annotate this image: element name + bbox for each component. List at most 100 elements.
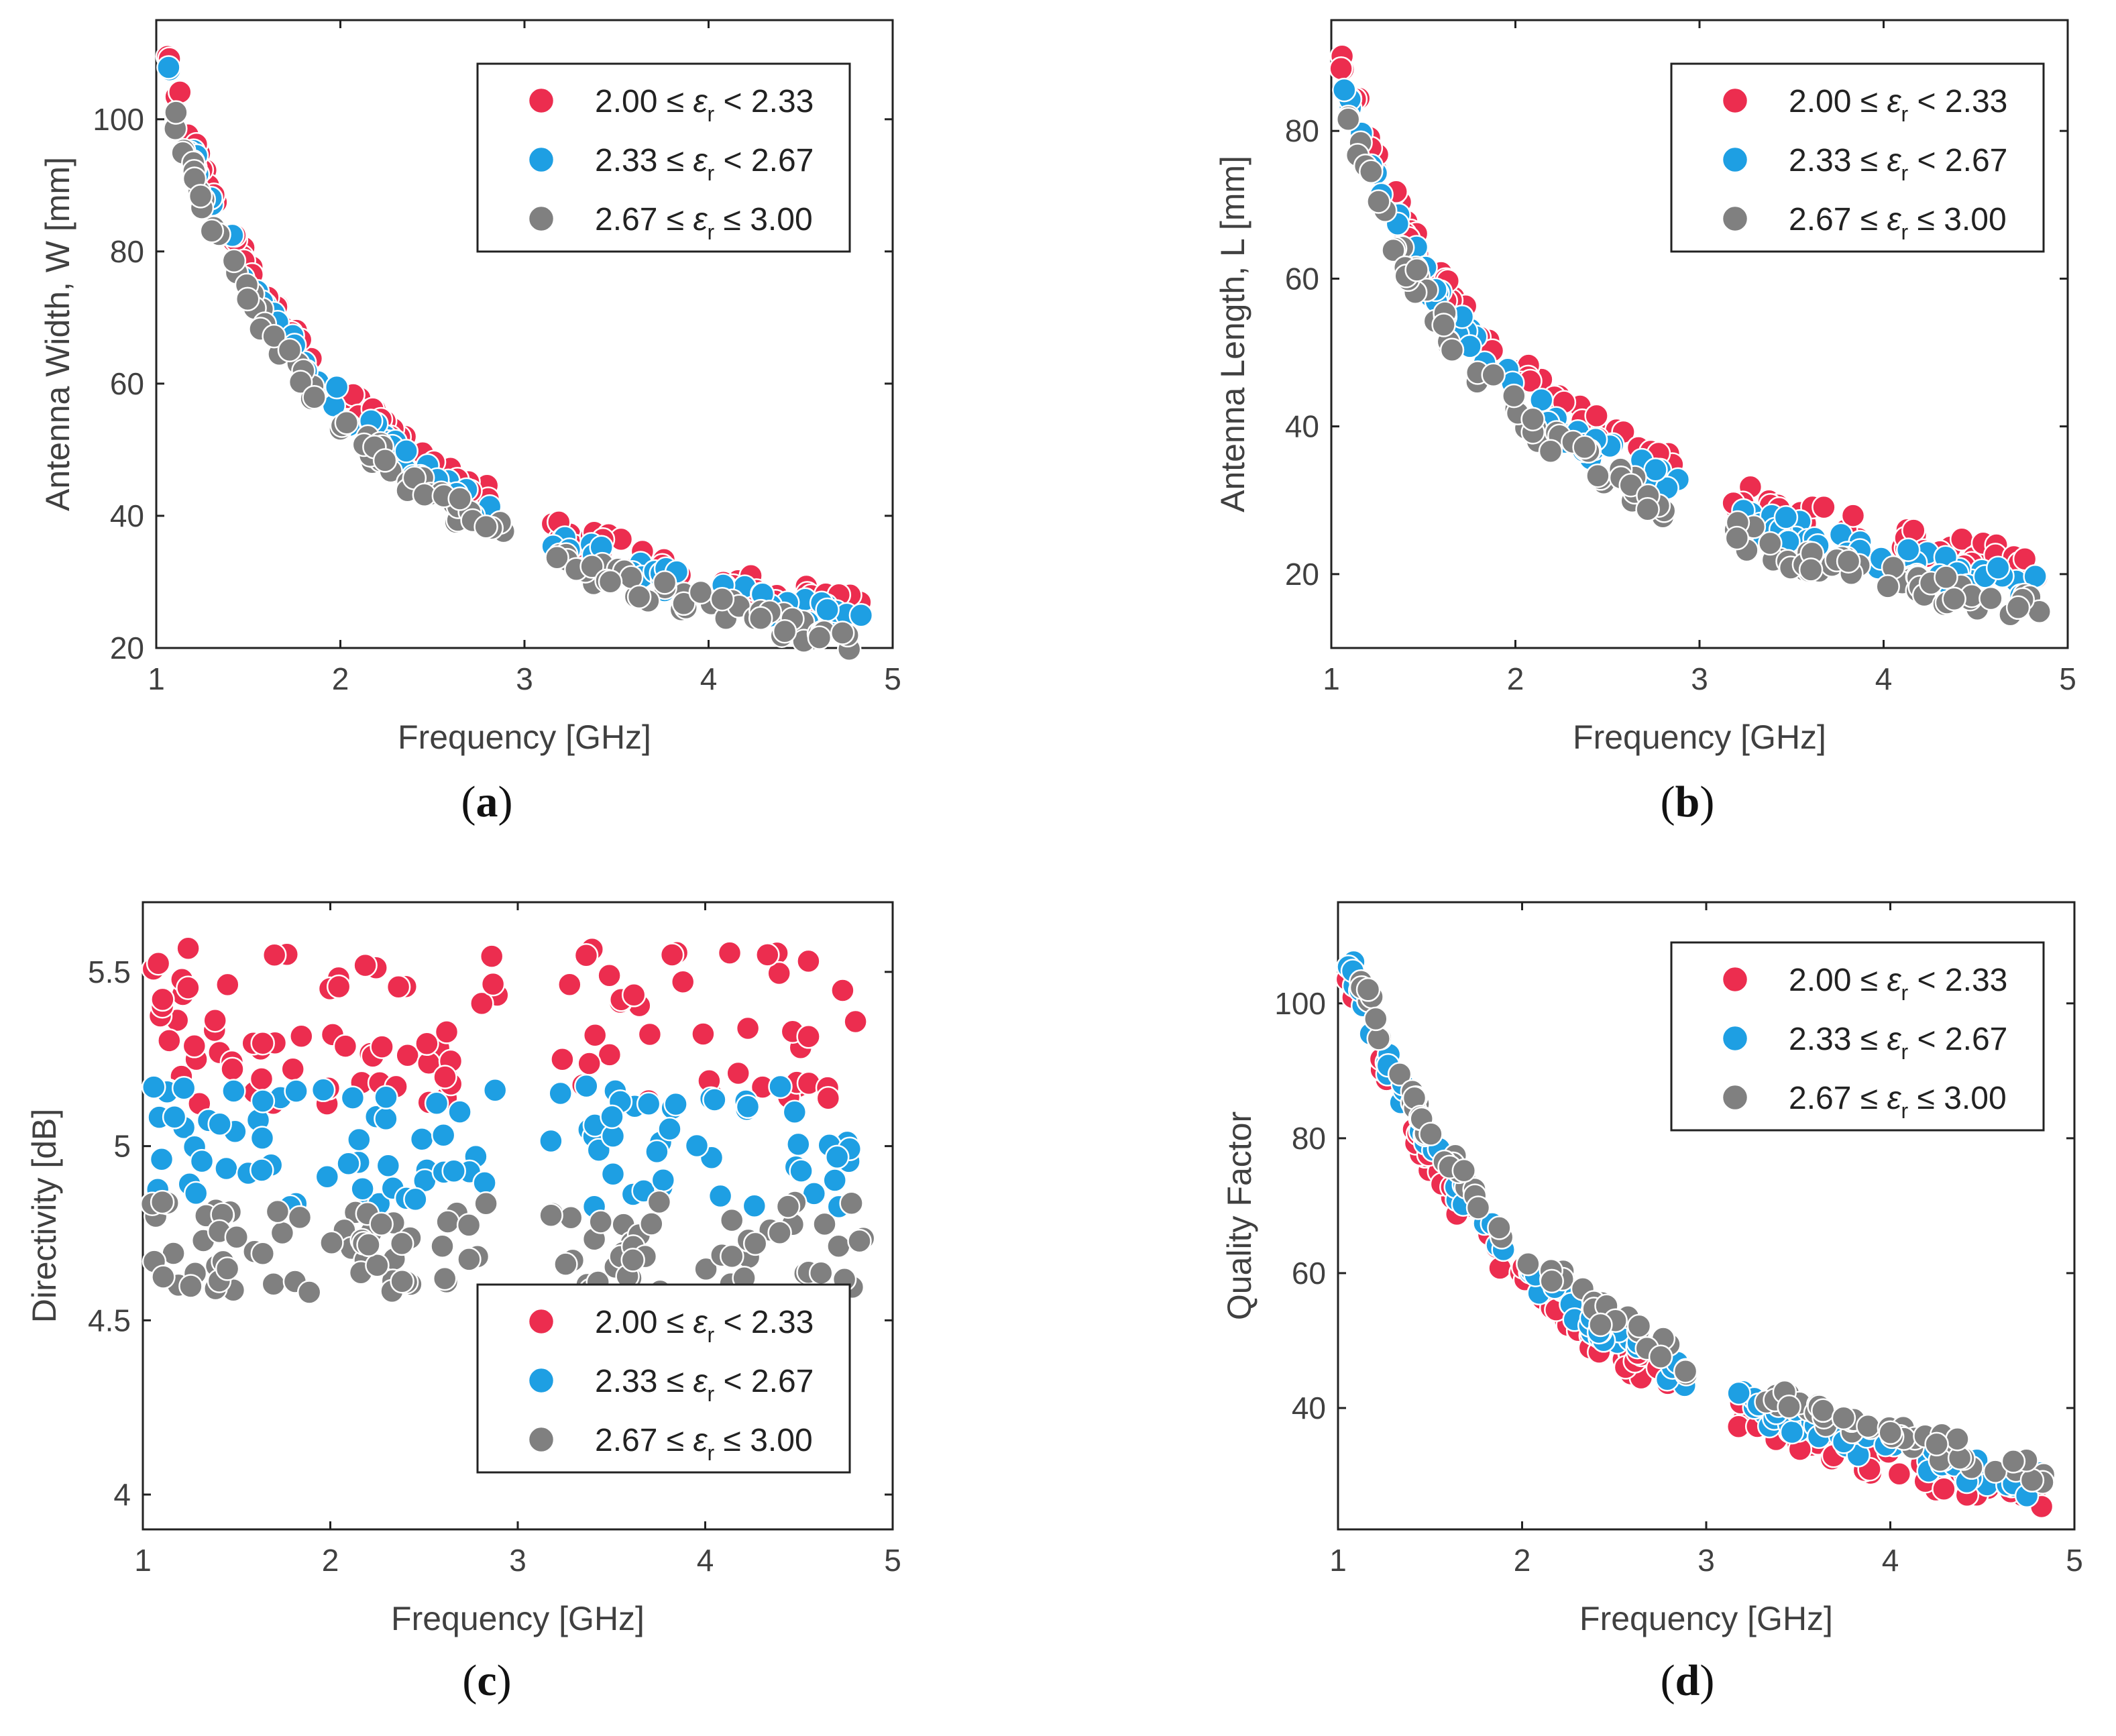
point-group3 [474, 514, 498, 539]
legend-marker-group2 [527, 146, 555, 174]
legend-label: 2.33 ≤ εr < 2.67 [1789, 143, 2007, 185]
legend-lo: 2.00 [595, 1305, 667, 1340]
legend-marker-group1 [1721, 87, 1749, 115]
legend-marker-group2 [1721, 1024, 1749, 1052]
point-group2 [315, 1164, 340, 1189]
y-axis-label: Quality Factor [1221, 1111, 1258, 1320]
point-group2 [742, 1193, 767, 1219]
x-tick-label: 2 [322, 1543, 339, 1578]
point-group2 [374, 1085, 398, 1110]
point-group3 [748, 606, 773, 631]
point-group1 [386, 974, 411, 999]
point-group3 [474, 1191, 498, 1216]
point-group2 [1895, 537, 1921, 562]
y-tick-label: 80 [1285, 113, 1319, 148]
legend-op1: ≤ [667, 1423, 693, 1458]
point-group3 [1572, 435, 1597, 460]
point-group3 [1538, 439, 1563, 464]
point-group3 [1404, 258, 1429, 282]
point-group3 [626, 584, 652, 610]
point-group2 [848, 602, 874, 628]
point-group3 [1539, 1268, 1564, 1294]
point-group3 [2019, 1468, 2045, 1493]
point-group3 [390, 1268, 414, 1294]
legend: 2.00 ≤ εr < 2.332.33 ≤ εr < 2.672.67 ≤ ε… [1670, 941, 2045, 1132]
point-group2 [183, 1181, 209, 1206]
legend-lo: 2.33 [595, 143, 667, 178]
point-group3 [261, 1271, 286, 1297]
point-group3 [1924, 1431, 1949, 1457]
point-group2 [336, 1151, 361, 1177]
y-tick-label: 5 [113, 1129, 131, 1164]
x-tick-label: 2 [1514, 1543, 1531, 1578]
legend-sub: r [1901, 161, 1909, 185]
x-axis-label: Frequency [GHz] [391, 1600, 645, 1637]
legend-op1: ≤ [1860, 202, 1887, 237]
point-group3 [1934, 565, 1958, 590]
legend-op2: ≤ [714, 202, 750, 237]
point-group3 [265, 1199, 290, 1224]
data-points [1335, 949, 2057, 1519]
x-tick-label: 4 [1875, 661, 1893, 696]
point-group3 [742, 1231, 768, 1256]
point-group2 [431, 1122, 456, 1148]
legend: 2.00 ≤ εr < 2.33 2.33 ≤ εr < 2.67 2.67 ≤ ε… [1670, 62, 2045, 253]
point-group3 [277, 337, 302, 363]
point-group3 [1335, 107, 1361, 131]
legend-label: 2.00 ≤ εr < 2.33 [1789, 963, 2007, 1005]
point-group3 [839, 1191, 864, 1216]
chart-a: 1 2 3 4 5 20 40 60 80 100 Frequency [GHz] Antenna W… [39, 19, 901, 756]
point-group2 [249, 1158, 274, 1183]
point-group3 [389, 1231, 414, 1256]
point-group3 [767, 1220, 792, 1246]
point-group1 [717, 940, 742, 965]
point-group3 [457, 1247, 482, 1272]
point-group1 [280, 1056, 305, 1082]
legend-op2: < [714, 143, 751, 178]
point-group3 [1798, 557, 1824, 582]
legend-lo: 2.67 [1789, 202, 1860, 237]
chart-c: 1 2 3 4 5 4 4.5 5 5.5 Frequency [GHz] Directivity … [25, 901, 901, 1637]
point-group2 [548, 1081, 573, 1106]
point-group2 [539, 1128, 563, 1154]
point-group3 [1942, 586, 1966, 612]
point-group1 [582, 1022, 608, 1048]
y-tick-label: 100 [93, 102, 144, 137]
point-group3 [639, 1211, 664, 1236]
point-group1 [691, 1022, 716, 1046]
point-group3 [296, 1280, 322, 1305]
point-group2 [441, 1158, 466, 1183]
legend-marker-group2 [527, 1366, 555, 1395]
point-group2 [600, 1104, 624, 1130]
point-group3 [807, 625, 832, 650]
y-tick-label: 40 [110, 498, 144, 533]
point-group1 [550, 1047, 575, 1072]
point-group3 [334, 410, 359, 435]
point-group3 [579, 554, 604, 579]
legend-label: 2.67 ≤ εr ≤ 3.00 [1789, 202, 2007, 244]
point-group3 [1758, 531, 1783, 556]
point-group3 [262, 323, 286, 349]
point-group3 [812, 1211, 837, 1237]
point-group3 [545, 545, 569, 570]
point-group3 [847, 1228, 872, 1254]
point-group3 [435, 1209, 460, 1234]
point-group2 [214, 1156, 239, 1181]
y-axis-label: Antenna Width, W [mm] [39, 157, 76, 511]
y-axis-label: Antenna Length, L [mm] [1214, 156, 1251, 512]
point-group2 [149, 1147, 174, 1172]
legend-label: 2.00 ≤ εr < 2.33 [595, 1305, 814, 1347]
point-group2 [403, 1187, 428, 1212]
x-tick-label: 5 [2066, 1543, 2083, 1578]
point-group2 [663, 1091, 688, 1117]
point-group3 [1487, 1215, 1512, 1240]
legend-op2: < [1908, 143, 1945, 178]
legend-hi: 2.67 [1945, 143, 2007, 178]
point-group3 [647, 1189, 672, 1215]
point-group3 [1588, 1312, 1613, 1338]
point-group1 [176, 975, 201, 1000]
legend-sym: ε [1887, 963, 1901, 998]
point-group3 [1431, 313, 1456, 337]
legend-sym: ε [693, 202, 708, 237]
legend-label: 2.00 ≤ εr < 2.33 [1789, 84, 2007, 126]
